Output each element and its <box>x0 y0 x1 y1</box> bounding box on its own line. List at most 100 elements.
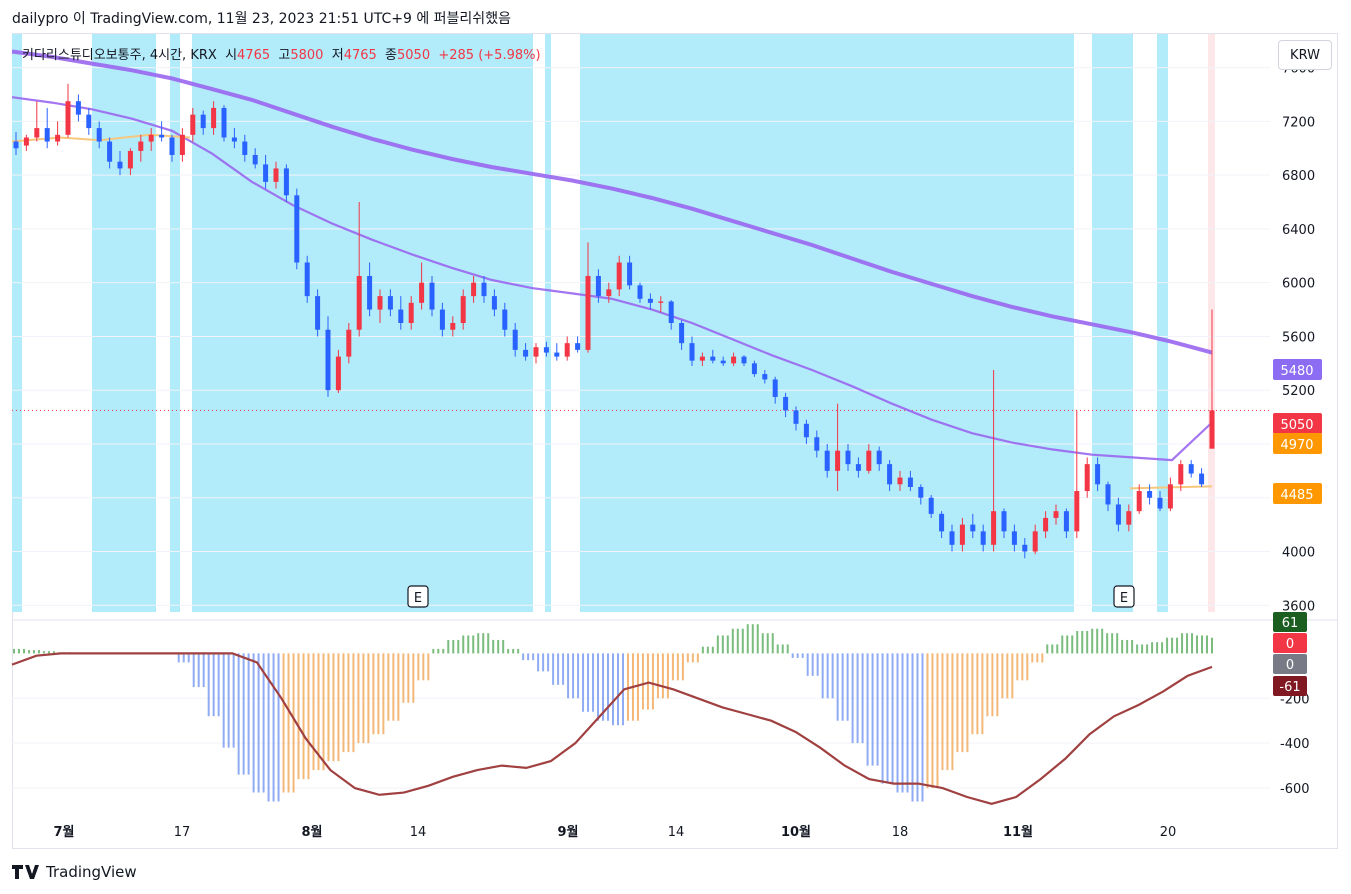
candle-body <box>1001 511 1007 532</box>
candle-body <box>481 282 487 297</box>
zone-band <box>1092 34 1133 612</box>
osc-label-text: 0 <box>1286 658 1294 673</box>
candle-body <box>606 289 612 297</box>
earnings-marker-box <box>1113 585 1135 608</box>
zone-band <box>12 34 22 612</box>
earnings-marker-label: E <box>414 591 422 606</box>
candle-body <box>668 301 674 323</box>
candle-body <box>575 343 581 350</box>
candle-body <box>179 134 185 155</box>
candle-body <box>294 195 300 263</box>
candle-body <box>138 141 144 151</box>
zone-band <box>545 34 551 612</box>
candle-body <box>980 531 986 545</box>
candle-body <box>1032 531 1038 552</box>
y-tick-label: 6400 <box>1282 223 1315 238</box>
brand-name: TradingView <box>46 863 137 881</box>
candle-body <box>627 262 633 286</box>
zone-band <box>1157 34 1168 612</box>
candle-body <box>13 141 19 149</box>
candle-body <box>512 329 518 350</box>
candle-body <box>419 282 425 303</box>
open-value: 4765 <box>237 48 271 63</box>
osc-y-tick-label: -400 <box>1280 737 1310 752</box>
symbol-legend: 키다리스튜디오보통주, 4시간, KRX 시4765 고5800 저4765 종… <box>22 44 541 63</box>
candle-body <box>325 329 331 391</box>
low-label: 저 <box>331 48 344 63</box>
osc-label-text: 0 <box>1286 637 1294 652</box>
price-label-text: 5050 <box>1280 418 1313 433</box>
candle-body <box>970 524 976 532</box>
signal-line <box>11 652 1213 805</box>
candle-body <box>793 410 799 424</box>
osc-y-tick-label: -600 <box>1280 782 1310 797</box>
candle-body <box>803 423 809 438</box>
y-tick-label: 7200 <box>1282 115 1315 130</box>
candle-body <box>741 356 747 364</box>
candle-body <box>34 128 40 138</box>
y-tick-label: 4000 <box>1282 546 1315 561</box>
zone-band <box>170 34 180 612</box>
candle-body <box>658 301 664 303</box>
candle-body <box>866 450 872 471</box>
candle-body <box>439 309 445 330</box>
candle-body <box>814 437 820 451</box>
price-label-text: 4970 <box>1280 438 1313 453</box>
candle-body <box>23 137 29 146</box>
candle-body <box>190 114 196 135</box>
price-labels: 5480 5050 4970 4485 61 0 0 -61 <box>1273 359 1322 696</box>
low-value: 4765 <box>343 48 377 63</box>
x-tick-label: 18 <box>892 825 909 840</box>
candle-body <box>731 356 737 364</box>
grid-lines <box>12 67 1338 789</box>
x-tick-label: 14 <box>668 825 685 840</box>
candle-body <box>751 363 757 375</box>
candle-body <box>1157 497 1163 509</box>
high-value: 5800 <box>290 48 324 63</box>
candle-body <box>679 323 685 344</box>
x-tick-label: 10월 <box>781 824 811 840</box>
candle-body <box>491 296 497 310</box>
high-label: 고 <box>278 48 291 63</box>
candle-body <box>1136 491 1142 512</box>
earnings-marker-label: E <box>1120 591 1128 606</box>
candle-body <box>502 309 508 330</box>
candle-body <box>429 282 435 310</box>
candle-body <box>918 486 924 498</box>
candle-body <box>1115 504 1121 525</box>
change-value: +285 (+5.98%) <box>438 48 541 63</box>
x-tick-label: 8월 <box>301 824 322 840</box>
osc-label-box <box>1273 612 1307 632</box>
earnings-marker-box <box>407 585 429 608</box>
candle-body <box>1178 464 1184 485</box>
candle-body <box>200 114 206 129</box>
candle-body <box>991 511 997 545</box>
x-tick-label: 20 <box>1160 825 1177 840</box>
price-label-box <box>1273 483 1322 504</box>
oscillator-pane <box>11 624 1213 805</box>
currency-button[interactable]: KRW <box>1278 40 1332 70</box>
price-label-box <box>1273 433 1322 454</box>
close-label: 종 <box>385 48 398 63</box>
price-label-box <box>1273 413 1322 434</box>
candle-body <box>897 477 903 485</box>
candle-body <box>387 296 393 310</box>
open-label: 시 <box>225 48 238 63</box>
candle-body <box>647 298 653 303</box>
candle-body <box>959 524 965 545</box>
candle-body <box>1126 511 1132 525</box>
candle-body <box>44 128 50 142</box>
candle-body <box>398 309 404 323</box>
candle-body <box>96 128 102 142</box>
candle-body <box>273 168 279 182</box>
candle-body <box>689 343 695 361</box>
candle-body <box>242 141 248 155</box>
candle-body <box>304 262 310 297</box>
publish-header: dailypro 이 TradingView.com, 11월 23, 2023… <box>12 11 511 27</box>
candle-body <box>835 450 841 471</box>
candle-body <box>876 450 882 465</box>
candle-body <box>564 343 570 357</box>
candle-body <box>117 161 123 169</box>
symbol-name: 키다리스튜디오보통주, 4시간, KRX <box>22 48 217 63</box>
